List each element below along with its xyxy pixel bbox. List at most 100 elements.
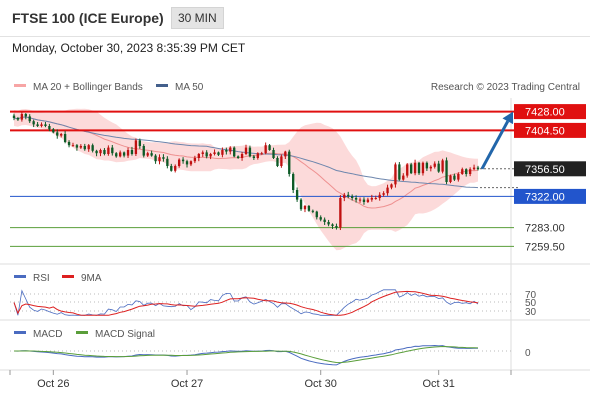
candle-body bbox=[83, 146, 86, 150]
candle-body bbox=[272, 150, 275, 158]
candle-body bbox=[441, 160, 444, 172]
candle-body bbox=[111, 147, 114, 154]
candle-body bbox=[142, 146, 145, 156]
level-label-4: 7283.00 bbox=[525, 223, 565, 235]
candle-body bbox=[425, 162, 429, 169]
candle-body bbox=[193, 158, 197, 162]
candle-body bbox=[209, 154, 212, 157]
x-tick-label: Oct 31 bbox=[422, 378, 454, 390]
macd-signal-line bbox=[14, 345, 479, 364]
candle-body bbox=[315, 211, 318, 218]
candle-body bbox=[150, 153, 153, 156]
candle-body bbox=[233, 147, 236, 157]
candle-body bbox=[382, 193, 385, 195]
candle-body bbox=[236, 156, 240, 158]
candle-body bbox=[437, 163, 440, 172]
candle-body bbox=[343, 194, 346, 198]
rsi-50-label: 50 bbox=[525, 298, 537, 309]
level-label-2: 7404.50 bbox=[514, 122, 586, 138]
candle-body bbox=[295, 190, 299, 200]
macd-line bbox=[13, 344, 478, 366]
candle-body bbox=[162, 157, 165, 159]
candle-body bbox=[327, 222, 330, 225]
candle-body bbox=[394, 164, 397, 185]
ma20-legend-label: MA 20 + Bollinger Bands bbox=[33, 82, 143, 93]
candle-body bbox=[67, 142, 71, 146]
projection-arrowhead bbox=[502, 111, 514, 125]
candle-body bbox=[468, 169, 472, 174]
candle-body bbox=[406, 164, 409, 176]
svg-text:7356.50: 7356.50 bbox=[525, 164, 565, 176]
svg-text:7322.00: 7322.00 bbox=[525, 191, 565, 203]
candle-body bbox=[213, 152, 216, 154]
rsi-legend-label: RSI bbox=[33, 273, 50, 284]
candle-body bbox=[244, 147, 248, 154]
candle-body bbox=[40, 124, 43, 126]
candle-body bbox=[24, 114, 27, 117]
candle-body bbox=[350, 196, 354, 198]
candle-body bbox=[63, 134, 67, 142]
candle-body bbox=[445, 160, 448, 182]
rsi-line bbox=[13, 289, 479, 316]
candle-body bbox=[36, 124, 39, 126]
candle-body bbox=[252, 156, 256, 158]
candle-body bbox=[174, 166, 177, 171]
candle-body bbox=[398, 164, 401, 180]
rsi-legend-swatch bbox=[14, 275, 26, 278]
candle-body bbox=[386, 187, 389, 194]
ma50-legend-label: MA 50 bbox=[175, 82, 204, 93]
candle-body bbox=[311, 210, 315, 212]
candle-body bbox=[138, 140, 142, 146]
candle-body bbox=[284, 151, 287, 157]
x-tick-label: Oct 27 bbox=[171, 378, 203, 390]
candle-body bbox=[449, 175, 452, 182]
candle-body bbox=[256, 153, 259, 158]
candle-body bbox=[331, 224, 334, 226]
candle-body bbox=[20, 114, 24, 120]
rsi-ma-legend-label: 9MA bbox=[81, 273, 102, 284]
candle-body bbox=[268, 145, 271, 150]
candle-body bbox=[185, 161, 189, 165]
candle-body bbox=[32, 121, 35, 125]
candle-body bbox=[225, 150, 228, 152]
candle-body bbox=[16, 118, 20, 120]
candle-body bbox=[292, 174, 295, 190]
candle-body bbox=[453, 175, 456, 180]
candle-body bbox=[370, 198, 374, 200]
candle-body bbox=[347, 194, 350, 197]
candle-body bbox=[115, 153, 118, 157]
x-tick-label: Oct 30 bbox=[305, 378, 337, 390]
candle-body bbox=[221, 150, 224, 155]
svg-text:7428.00: 7428.00 bbox=[525, 107, 565, 119]
candle-body bbox=[60, 134, 63, 136]
candle-body bbox=[417, 162, 421, 174]
candle-body bbox=[28, 116, 31, 122]
macd-signal-legend-swatch bbox=[76, 331, 88, 334]
candle-body bbox=[52, 129, 55, 133]
candle-body bbox=[48, 126, 51, 130]
candle-body bbox=[465, 169, 468, 174]
candle-body bbox=[122, 152, 126, 156]
candle-body bbox=[107, 147, 110, 154]
candle-body bbox=[99, 150, 102, 154]
candle-body bbox=[170, 166, 173, 171]
ma50-legend-swatch bbox=[156, 84, 168, 87]
timeframe-button[interactable]: 30 MIN bbox=[171, 7, 224, 29]
instrument-title: FTSE 100 (ICE Europe) bbox=[12, 10, 164, 26]
candle-body bbox=[288, 151, 291, 174]
rsi-30-label: 30 bbox=[525, 307, 537, 318]
x-tick-label: Oct 26 bbox=[37, 378, 69, 390]
candle-body bbox=[134, 140, 138, 154]
candle-body bbox=[197, 154, 200, 158]
rsi-ma-line bbox=[13, 290, 479, 316]
candle-body bbox=[126, 150, 130, 156]
x-axis: Oct 26 Oct 27 Oct 30 Oct 31 bbox=[9, 370, 512, 390]
projection-arrow bbox=[480, 120, 510, 170]
level-label-5: 7259.50 bbox=[525, 241, 565, 253]
candle-body bbox=[299, 199, 303, 210]
candle-body bbox=[229, 147, 232, 152]
candle-body bbox=[429, 166, 432, 169]
candle-body bbox=[240, 154, 244, 158]
candle-body bbox=[457, 174, 460, 180]
candle-body bbox=[91, 145, 94, 151]
